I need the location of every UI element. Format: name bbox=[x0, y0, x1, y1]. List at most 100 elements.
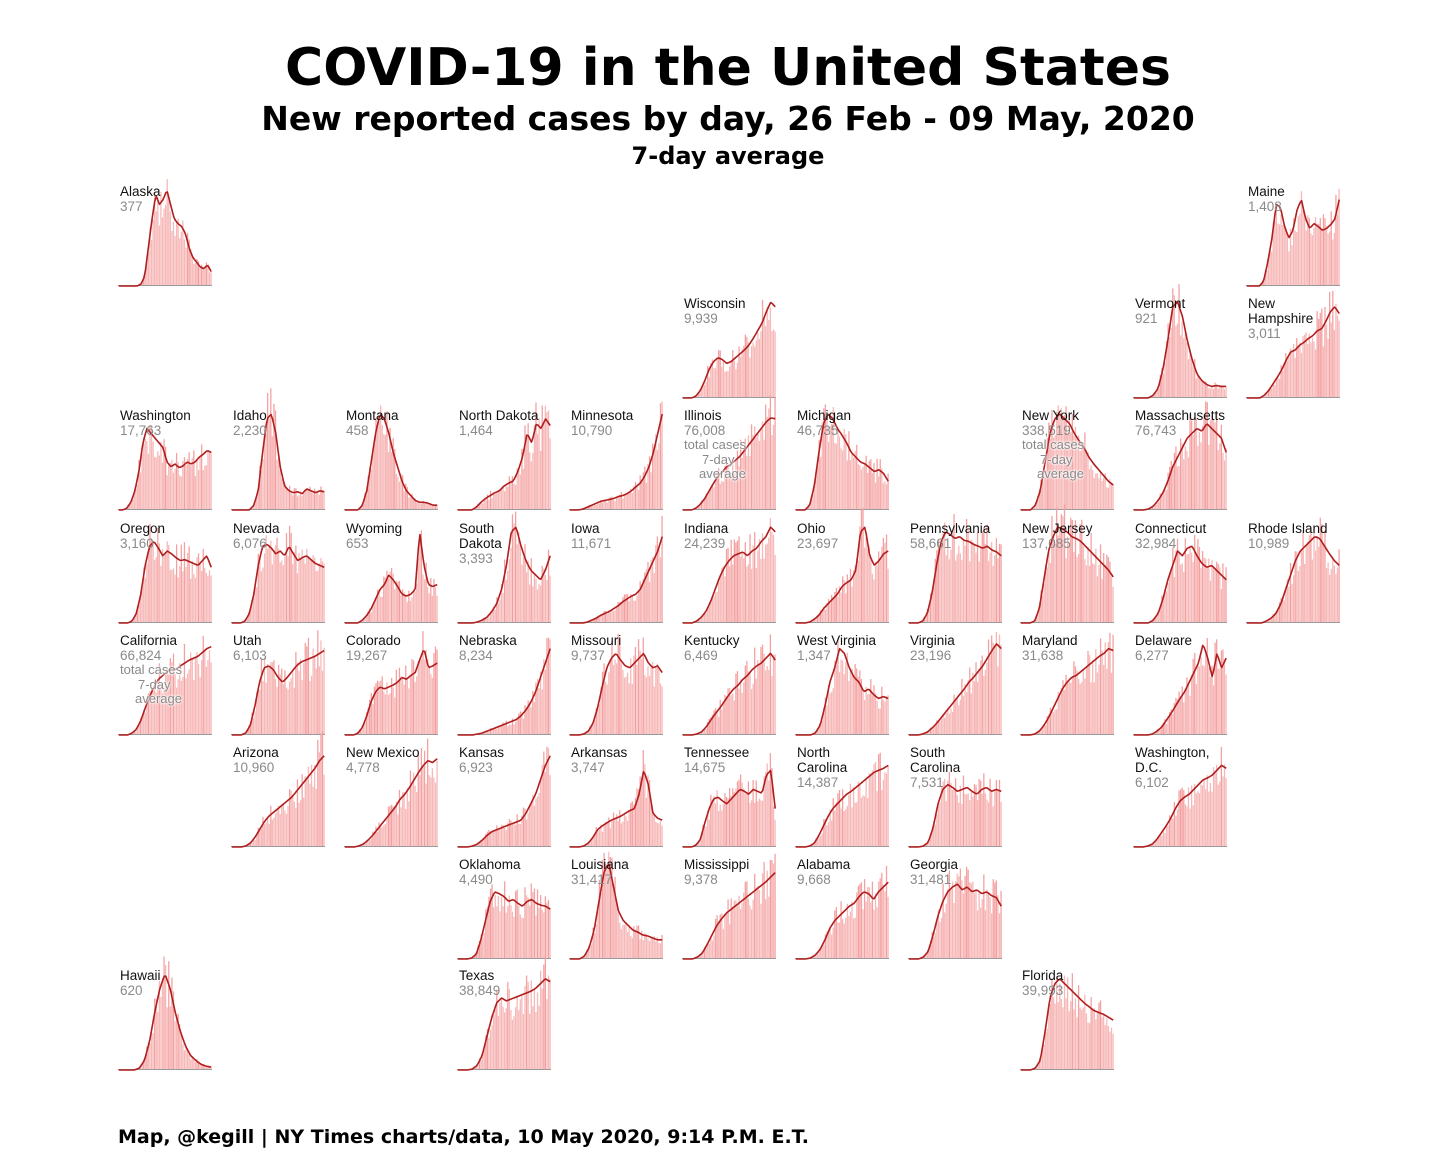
state-sparkline bbox=[682, 853, 776, 960]
daily-bar bbox=[428, 593, 430, 623]
daily-bar bbox=[940, 786, 943, 847]
daily-bar bbox=[871, 472, 874, 510]
daily-bar bbox=[519, 823, 521, 847]
daily-bar bbox=[193, 1059, 195, 1070]
daily-bar bbox=[659, 557, 662, 623]
daily-bar bbox=[747, 342, 750, 398]
daily-bar bbox=[1183, 459, 1185, 510]
daily-bar bbox=[708, 819, 710, 847]
daily-bar bbox=[879, 708, 881, 735]
daily-bar bbox=[1045, 1032, 1047, 1070]
daily-bar bbox=[1316, 535, 1318, 623]
daily-bars bbox=[578, 750, 663, 847]
daily-bars bbox=[467, 746, 551, 847]
daily-bar bbox=[376, 832, 379, 847]
state-sparkline bbox=[908, 631, 1002, 736]
daily-bar bbox=[150, 687, 153, 735]
daily-bars bbox=[467, 955, 551, 1070]
daily-bar bbox=[268, 823, 270, 847]
daily-bar bbox=[738, 779, 740, 847]
daily-bar bbox=[870, 459, 872, 510]
daily-bar bbox=[1158, 501, 1160, 510]
daily-bar bbox=[1054, 1003, 1056, 1070]
daily-bar bbox=[163, 554, 165, 623]
daily-bar bbox=[732, 906, 734, 959]
daily-bar bbox=[544, 955, 547, 1070]
daily-bar bbox=[146, 1046, 148, 1070]
daily-bar bbox=[532, 690, 534, 735]
daily-bar bbox=[707, 365, 709, 398]
daily-bar bbox=[508, 895, 510, 959]
daily-bar bbox=[612, 499, 615, 510]
daily-bar bbox=[1088, 469, 1091, 510]
daily-bar bbox=[500, 997, 503, 1070]
state-sparkline bbox=[231, 731, 325, 848]
daily-bar bbox=[1335, 194, 1337, 286]
daily-bar bbox=[1293, 218, 1295, 286]
daily-bar bbox=[1071, 414, 1073, 510]
daily-bar bbox=[856, 558, 858, 623]
daily-bar bbox=[1162, 722, 1165, 735]
daily-bar bbox=[641, 782, 643, 847]
daily-bar bbox=[765, 899, 767, 959]
daily-bar bbox=[1310, 527, 1312, 623]
daily-bar bbox=[594, 933, 596, 959]
daily-bar bbox=[525, 434, 528, 510]
daily-bar bbox=[1099, 1000, 1102, 1070]
daily-bar bbox=[747, 781, 750, 847]
daily-bar bbox=[992, 565, 994, 623]
daily-bar bbox=[1319, 312, 1321, 398]
daily-bar bbox=[1307, 541, 1309, 623]
daily-bar bbox=[837, 596, 839, 623]
daily-bar bbox=[849, 460, 852, 510]
daily-bar bbox=[1062, 1007, 1064, 1070]
daily-bar bbox=[992, 806, 994, 847]
daily-bar bbox=[600, 893, 602, 959]
daily-bar bbox=[491, 729, 493, 735]
daily-bar bbox=[505, 912, 507, 959]
daily-bar bbox=[1101, 650, 1103, 735]
daily-bar bbox=[279, 814, 281, 847]
daily-bar bbox=[865, 777, 867, 847]
daily-bar bbox=[158, 980, 161, 1070]
daily-bar bbox=[708, 718, 710, 735]
daily-bar bbox=[373, 686, 376, 735]
daily-bar bbox=[193, 680, 195, 735]
daily-bar bbox=[953, 513, 955, 623]
daily-bar bbox=[1110, 482, 1113, 510]
daily-bar bbox=[380, 596, 382, 623]
daily-bar bbox=[474, 507, 476, 510]
daily-bar bbox=[653, 686, 655, 735]
state-sparkline bbox=[908, 866, 1002, 960]
daily-bar bbox=[928, 731, 930, 735]
daily-bar bbox=[303, 797, 305, 847]
daily-bar bbox=[535, 915, 537, 959]
daily-bar bbox=[647, 562, 649, 623]
daily-bar bbox=[364, 722, 366, 735]
daily-bar bbox=[296, 573, 299, 623]
daily-bar bbox=[702, 615, 704, 623]
daily-bar bbox=[983, 874, 985, 959]
daily-bar bbox=[406, 787, 408, 847]
daily-bar bbox=[1099, 471, 1102, 510]
daily-bar bbox=[758, 890, 761, 959]
daily-bar bbox=[752, 779, 754, 847]
daily-bar bbox=[975, 552, 977, 623]
daily-bar bbox=[761, 421, 764, 510]
daily-bar bbox=[937, 721, 940, 735]
daily-bar bbox=[307, 488, 310, 510]
daily-bar bbox=[1197, 665, 1199, 735]
daily-bar bbox=[288, 525, 291, 623]
daily-bar bbox=[524, 985, 526, 1070]
state-chart-idaho: Idaho 2,230 bbox=[231, 388, 327, 511]
daily-bar bbox=[204, 465, 206, 510]
daily-bar bbox=[436, 505, 438, 510]
daily-bar bbox=[820, 456, 822, 510]
daily-bar bbox=[1090, 465, 1092, 510]
daily-bar bbox=[1266, 392, 1268, 398]
daily-bar bbox=[524, 705, 526, 735]
daily-bar bbox=[485, 500, 487, 510]
daily-bar bbox=[544, 669, 547, 735]
state-chart-rhode-island: Rhode Island 10,989 bbox=[1246, 515, 1342, 624]
daily-bar bbox=[944, 779, 946, 847]
